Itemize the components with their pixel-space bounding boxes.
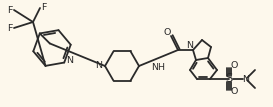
- Text: O: O: [230, 88, 238, 97]
- Text: N: N: [66, 56, 73, 65]
- Text: NH: NH: [152, 63, 165, 73]
- Text: O: O: [163, 27, 171, 36]
- Text: N: N: [96, 62, 102, 71]
- Text: S: S: [225, 73, 233, 85]
- Text: F: F: [41, 2, 47, 11]
- Text: N: N: [242, 74, 250, 83]
- Text: F: F: [7, 5, 13, 15]
- Text: N: N: [186, 41, 194, 50]
- Text: F: F: [7, 24, 13, 33]
- Text: O: O: [230, 62, 238, 71]
